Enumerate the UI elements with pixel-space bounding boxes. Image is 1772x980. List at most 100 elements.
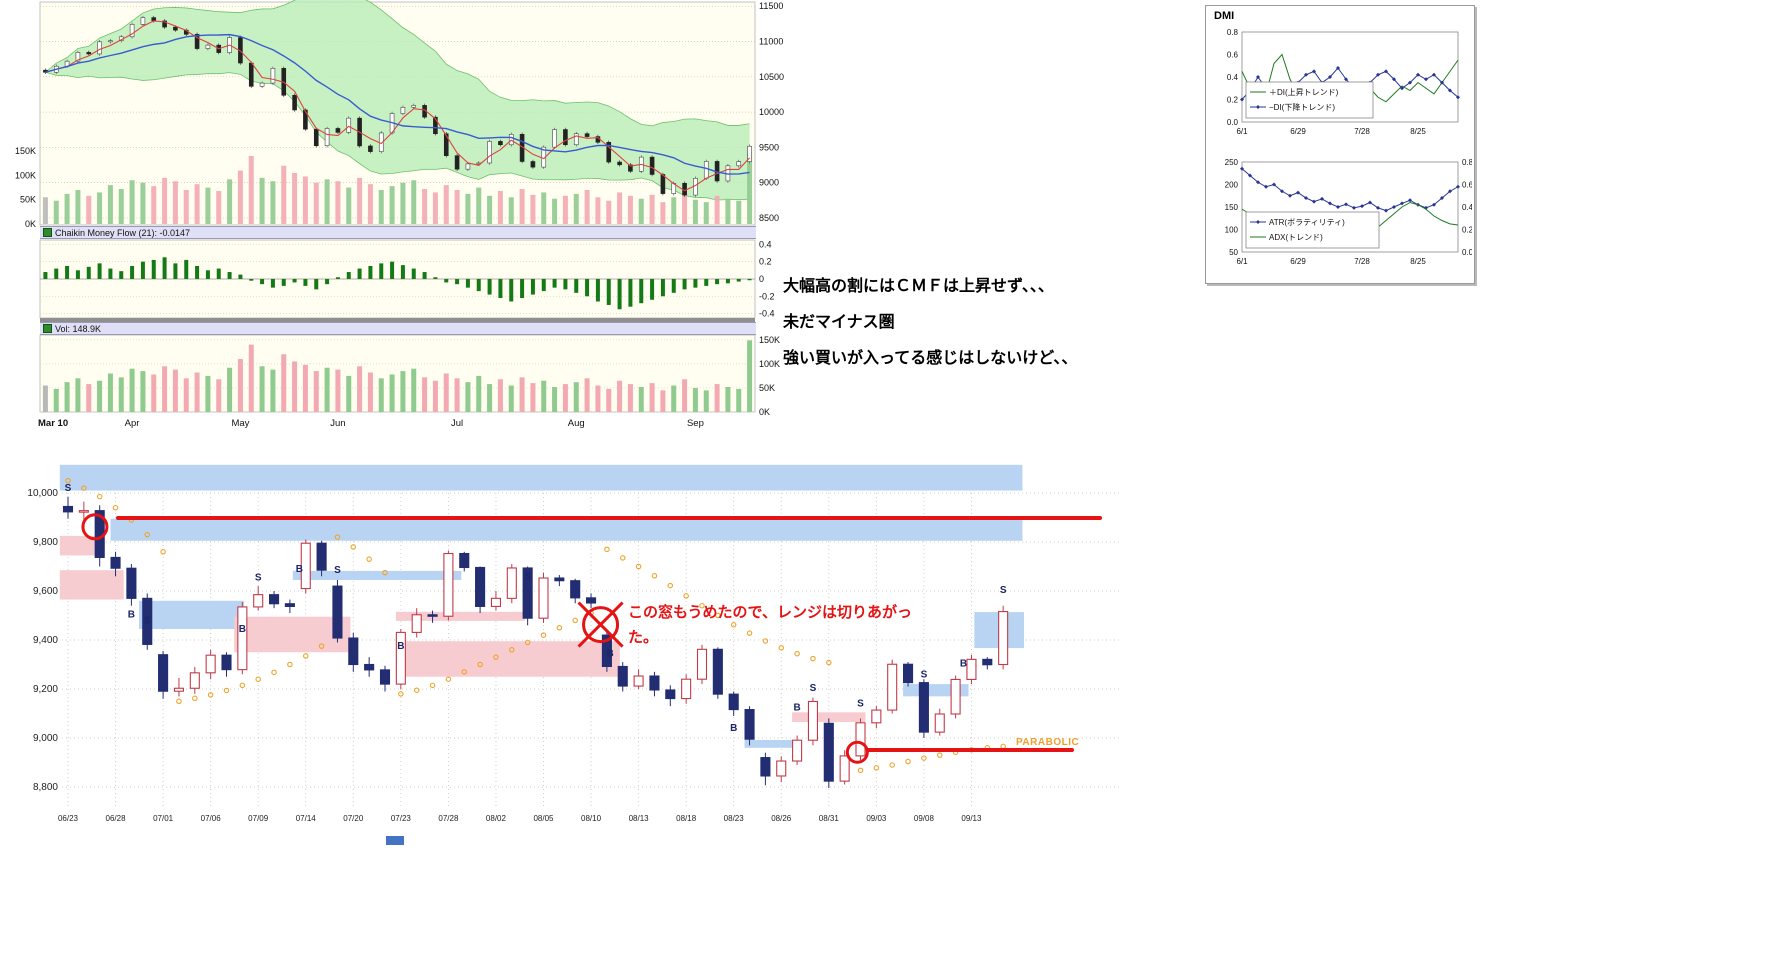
volume-axis-labels: 150K 100K 50K 0K bbox=[759, 335, 780, 417]
svg-text:150: 150 bbox=[1225, 203, 1239, 212]
svg-text:07/14: 07/14 bbox=[296, 814, 317, 823]
svg-text:0.0: 0.0 bbox=[1462, 248, 1472, 257]
main-volume-overlay-bars bbox=[42, 151, 753, 224]
svg-text:0.0: 0.0 bbox=[1227, 118, 1239, 127]
svg-text:Apr: Apr bbox=[125, 418, 140, 429]
svg-text:8/25: 8/25 bbox=[1410, 127, 1426, 136]
di-x-axis-labels: 6/1 6/29 7/28 8/25 bbox=[1236, 127, 1426, 136]
svg-text:7/28: 7/28 bbox=[1354, 127, 1370, 136]
svg-text:150K: 150K bbox=[15, 146, 36, 156]
svg-text:0.6: 0.6 bbox=[1462, 181, 1472, 190]
svg-text:7/28: 7/28 bbox=[1354, 257, 1370, 266]
dmi-indicator-panel: DMI 0.8 0.6 0.4 0.2 0.0 6/1 6/29 7/28 8/25 ＋DI(上昇… bbox=[1205, 5, 1475, 284]
svg-text:08/26: 08/26 bbox=[771, 814, 792, 823]
svg-text:10500: 10500 bbox=[759, 72, 784, 82]
svg-text:10000: 10000 bbox=[759, 107, 784, 117]
svg-text:09/03: 09/03 bbox=[866, 814, 887, 823]
svg-text:10,000: 10,000 bbox=[27, 488, 58, 499]
svg-text:B: B bbox=[730, 723, 737, 734]
svg-text:0.8: 0.8 bbox=[1227, 28, 1239, 37]
svg-text:6/1: 6/1 bbox=[1236, 257, 1248, 266]
svg-text:9500: 9500 bbox=[759, 142, 779, 152]
volume-panel-label: Vol: 148.9K bbox=[55, 323, 102, 334]
svg-text:06/23: 06/23 bbox=[58, 814, 79, 823]
svg-text:Jun: Jun bbox=[330, 418, 345, 429]
annotation-circles bbox=[81, 513, 869, 764]
svg-text:S: S bbox=[144, 615, 151, 626]
svg-text:0K: 0K bbox=[759, 407, 770, 417]
svg-text:08/23: 08/23 bbox=[724, 814, 745, 823]
svg-text:06/28: 06/28 bbox=[106, 814, 127, 823]
svg-text:100K: 100K bbox=[759, 359, 780, 369]
parabolic-label: PARABOLIC bbox=[1016, 737, 1080, 748]
svg-text:07/20: 07/20 bbox=[343, 814, 364, 823]
svg-text:9,400: 9,400 bbox=[33, 635, 58, 646]
svg-text:0.2: 0.2 bbox=[1227, 96, 1239, 105]
cmf-legend-square-icon bbox=[43, 228, 52, 237]
svg-text:6/29: 6/29 bbox=[1290, 257, 1306, 266]
svg-text:0.4: 0.4 bbox=[1462, 203, 1472, 212]
svg-text:200: 200 bbox=[1225, 181, 1239, 190]
svg-text:S: S bbox=[255, 573, 262, 584]
svg-text:9,800: 9,800 bbox=[33, 537, 58, 548]
moving-average-lines bbox=[45, 20, 750, 192]
svg-text:ATR(ボラティリティ): ATR(ボラティリティ) bbox=[1269, 218, 1345, 227]
svg-text:11500: 11500 bbox=[759, 1, 783, 11]
svg-text:150K: 150K bbox=[759, 335, 780, 345]
atr-x-axis-labels: 6/1 6/29 7/28 8/25 bbox=[1236, 257, 1426, 266]
cmf-bars bbox=[43, 257, 752, 310]
svg-text:100K: 100K bbox=[15, 170, 36, 180]
svg-text:08/02: 08/02 bbox=[486, 814, 507, 823]
svg-text:0.4: 0.4 bbox=[1227, 73, 1239, 82]
price-cmf-volume-chart: 11500 11000 10500 10000 9500 9000 8500 150K 100K… bbox=[15, 0, 784, 429]
svg-text:08/18: 08/18 bbox=[676, 814, 697, 823]
svg-text:07/01: 07/01 bbox=[153, 814, 174, 823]
svg-text:Sep: Sep bbox=[687, 418, 704, 429]
daily-x-axis-labels: 06/23 06/28 07/01 07/06 07/09 07/14 07/20 07/23… bbox=[58, 814, 982, 823]
svg-text:07/09: 07/09 bbox=[248, 814, 269, 823]
svg-text:S: S bbox=[921, 669, 928, 680]
svg-text:S: S bbox=[857, 699, 864, 710]
svg-text:B: B bbox=[960, 658, 967, 669]
svg-text:8/25: 8/25 bbox=[1410, 257, 1426, 266]
di-legend: ＋DI(上昇トレンド) −DI(下降トレンド) bbox=[1245, 81, 1374, 119]
mini-scrollbar-thumb[interactable] bbox=[386, 836, 404, 845]
gap-zones bbox=[59, 464, 1024, 748]
svg-text:9,200: 9,200 bbox=[33, 684, 58, 695]
svg-text:＋DI(上昇トレンド): ＋DI(上昇トレンド) bbox=[1269, 88, 1339, 97]
gap-filled-annotation-line1: この窓もうめたので、レンジは切りあがっ bbox=[628, 604, 912, 621]
svg-text:Jul: Jul bbox=[451, 418, 463, 429]
svg-text:100: 100 bbox=[1225, 226, 1239, 235]
gap-filled-annotation-line2: た。 bbox=[628, 629, 659, 646]
svg-text:07/28: 07/28 bbox=[438, 814, 459, 823]
dmi-panel-title: DMI bbox=[1214, 10, 1235, 22]
svg-text:B: B bbox=[128, 609, 135, 620]
svg-text:-0.2: -0.2 bbox=[759, 291, 775, 301]
svg-text:Mar 10: Mar 10 bbox=[38, 418, 68, 429]
svg-text:0.8: 0.8 bbox=[1462, 158, 1472, 167]
svg-text:6/1: 6/1 bbox=[1236, 127, 1248, 136]
svg-text:9,000: 9,000 bbox=[33, 733, 58, 744]
cmf-axis-labels: 0.4 0.2 0 -0.2 -0.4 bbox=[759, 239, 775, 318]
svg-text:B: B bbox=[239, 624, 246, 635]
svg-text:S: S bbox=[1000, 585, 1007, 596]
main-candles bbox=[43, 15, 752, 197]
svg-text:0.6: 0.6 bbox=[1227, 51, 1239, 60]
svg-text:11000: 11000 bbox=[759, 37, 783, 47]
svg-text:8,800: 8,800 bbox=[33, 782, 58, 793]
svg-text:S: S bbox=[810, 683, 817, 694]
svg-text:07/23: 07/23 bbox=[391, 814, 412, 823]
svg-text:B: B bbox=[397, 641, 404, 652]
svg-text:S: S bbox=[65, 483, 72, 494]
adx-right-axis-labels: 0.8 0.6 0.4 0.2 0.0 bbox=[1462, 158, 1472, 257]
svg-text:8500: 8500 bbox=[759, 213, 779, 223]
svg-text:B: B bbox=[606, 648, 613, 659]
gap-filled-annotation: この窓もうめたので、レンジは切りあがっ た。 bbox=[628, 600, 912, 650]
svg-text:−DI(下降トレンド): −DI(下降トレンド) bbox=[1269, 102, 1335, 112]
cmf-panel-label: Chaikin Money Flow (21): -0.0147 bbox=[55, 227, 191, 238]
di-y-axis-labels: 0.8 0.6 0.4 0.2 0.0 bbox=[1227, 28, 1239, 127]
svg-text:0K: 0K bbox=[25, 219, 36, 229]
svg-text:08/05: 08/05 bbox=[533, 814, 554, 823]
volume-panel-header: Vol: 148.9K bbox=[40, 322, 756, 335]
